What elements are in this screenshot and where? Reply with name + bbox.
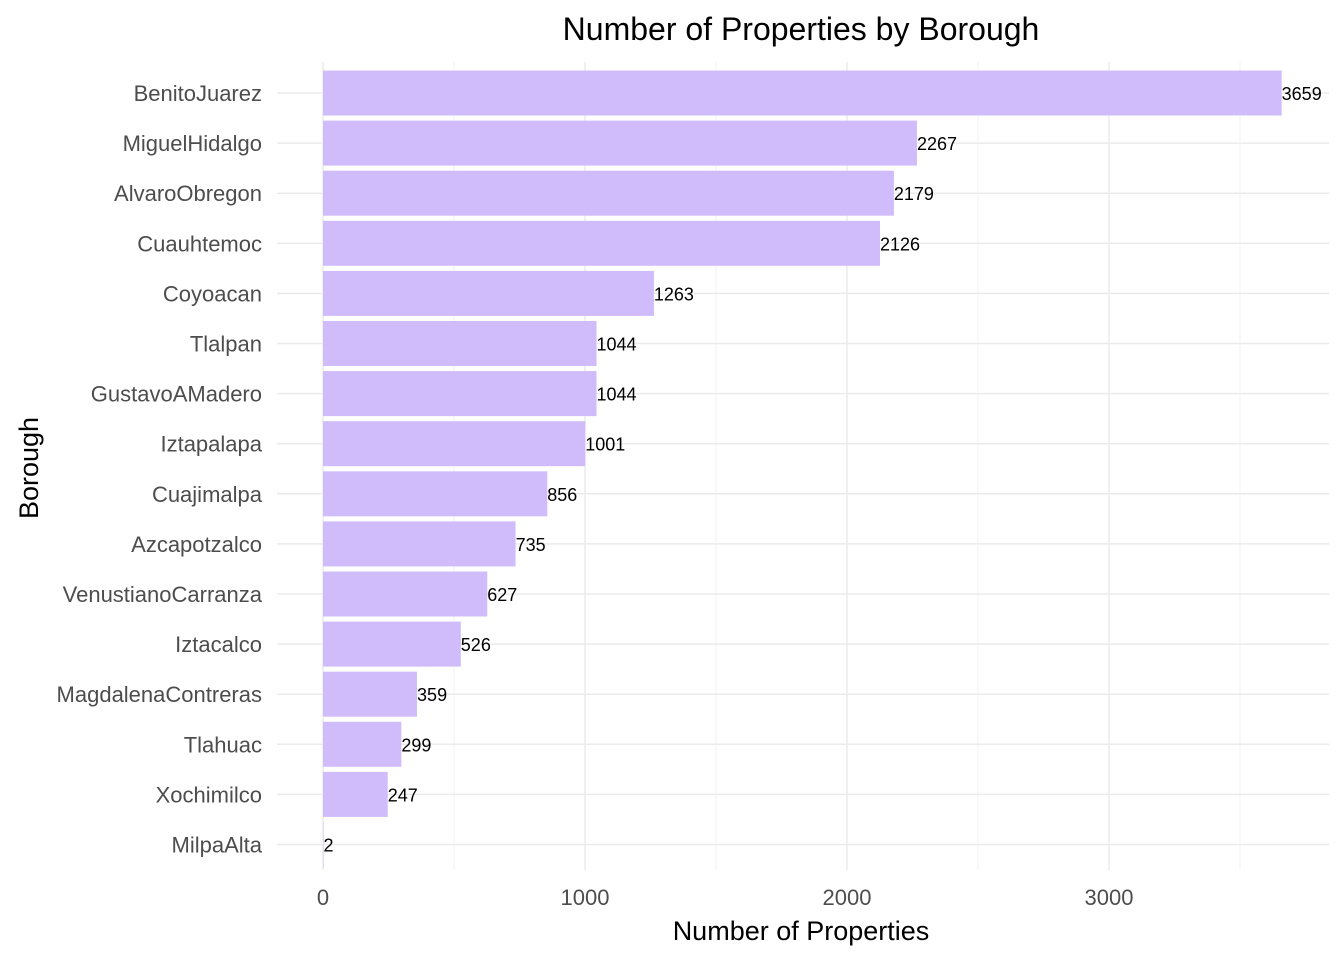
data-label: 299: [401, 735, 431, 755]
bar: [323, 521, 516, 567]
bar: [323, 822, 324, 867]
x-tick-label: 3000: [1085, 885, 1134, 910]
y-tick-label: Iztacalco: [175, 632, 262, 657]
x-tick-label: 0: [317, 885, 329, 910]
y-tick-label: Cuajimalpa: [152, 482, 263, 507]
y-tick-label: AlvaroObregon: [114, 181, 262, 206]
data-label: 856: [547, 485, 577, 505]
x-tick-labels: 0 1000 2000 3000: [317, 885, 1134, 910]
bar: [323, 70, 1282, 116]
bar: [323, 170, 894, 216]
bar: [323, 421, 586, 467]
bar: [323, 771, 388, 817]
y-tick-label: MagdalenaContreras: [57, 682, 262, 707]
data-label: 1044: [597, 385, 637, 405]
y-tick-label: GustavoAMadero: [91, 382, 262, 407]
bar: [323, 471, 548, 517]
data-label: 735: [516, 535, 546, 555]
x-tick-label: 2000: [823, 885, 872, 910]
y-tick-label: Tlahuac: [184, 732, 262, 757]
bar: [323, 120, 917, 166]
data-label: 2: [324, 836, 334, 856]
data-label: 1263: [654, 284, 694, 304]
y-tick-label: VenustianoCarranza: [63, 582, 263, 607]
x-tick-label: 1000: [561, 885, 610, 910]
bar: [323, 270, 654, 316]
data-label: 1044: [597, 335, 637, 355]
y-tick-label: Iztapalapa: [160, 432, 262, 457]
y-axis-label: Borough: [14, 417, 44, 519]
bar: [323, 220, 881, 266]
bar: [323, 321, 597, 366]
y-tick-label: MilpaAlta: [172, 833, 263, 858]
data-label: 1001: [585, 435, 625, 455]
bars: 3659 2267 2179 2126 1263 1044 1044 1001 856 735 62…: [323, 70, 1322, 867]
y-tick-label: BenitoJuarez: [134, 81, 262, 106]
bar: [323, 371, 597, 417]
y-tick-label: Xochimilco: [156, 782, 262, 807]
data-label: 2179: [894, 184, 934, 204]
data-label: 2267: [917, 134, 957, 154]
x-axis-label: Number of Properties: [673, 916, 930, 946]
data-label: 2126: [880, 234, 920, 254]
bar: [323, 671, 418, 717]
y-tick-label: Cuauhtemoc: [137, 231, 262, 256]
y-tick-label: MiguelHidalgo: [123, 131, 262, 156]
y-tick-label: Tlalpan: [190, 332, 262, 357]
bar: [323, 621, 461, 667]
chart-title: Number of Properties by Borough: [563, 11, 1040, 47]
y-tick-label: Azcapotzalco: [131, 532, 262, 557]
bar: [323, 571, 488, 617]
y-tick-label: Coyoacan: [163, 281, 262, 306]
y-tick-labels: BenitoJuarez MiguelHidalgo AlvaroObregon Cu…: [57, 81, 263, 858]
data-label: 3659: [1282, 84, 1322, 104]
data-label: 526: [461, 635, 491, 655]
data-label: 359: [417, 685, 447, 705]
bar: [323, 721, 402, 767]
data-label: 627: [487, 585, 517, 605]
data-label: 247: [388, 785, 418, 805]
